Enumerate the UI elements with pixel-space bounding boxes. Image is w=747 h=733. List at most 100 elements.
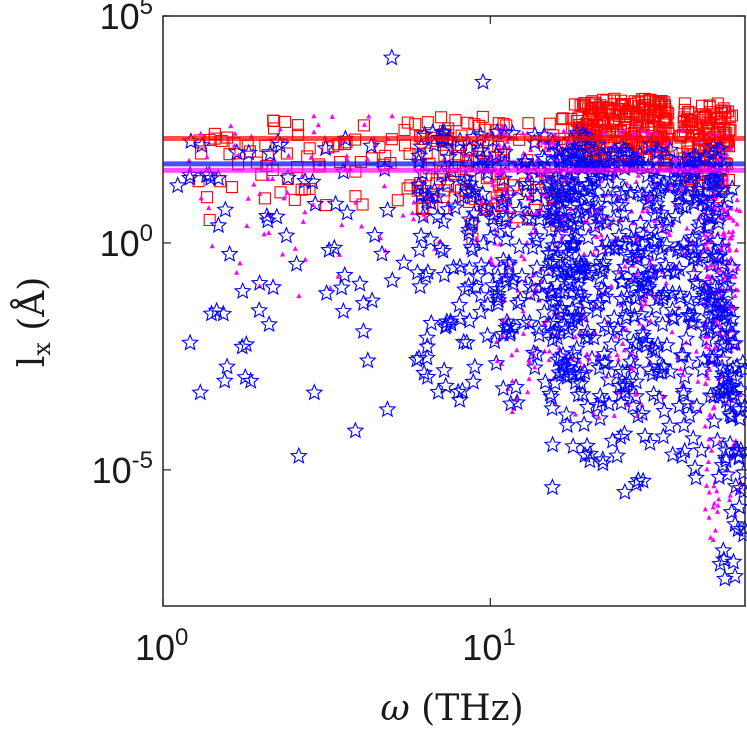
star-point	[412, 137, 431, 155]
triangle-point	[666, 186, 672, 192]
star-point	[663, 307, 682, 325]
star-point	[641, 135, 660, 153]
square-point	[398, 139, 412, 152]
star-point	[346, 421, 365, 439]
triangle-point	[546, 357, 552, 363]
star-point	[621, 183, 640, 201]
star-point	[489, 290, 508, 308]
star-point	[593, 450, 612, 468]
triangle-point	[645, 207, 651, 213]
triangle-point	[716, 496, 722, 502]
star-point	[635, 275, 654, 293]
star-point	[615, 482, 634, 500]
star-point	[552, 182, 571, 200]
star-point	[629, 470, 648, 488]
star-point	[435, 361, 454, 379]
chart-marks	[168, 48, 747, 587]
median-lines	[163, 135, 745, 173]
star-point	[561, 170, 580, 188]
star-point	[661, 140, 680, 158]
star-point	[459, 224, 478, 242]
triangle-point	[292, 245, 298, 251]
triangle-point	[634, 234, 640, 240]
star-point	[615, 375, 634, 393]
square-point	[356, 198, 369, 211]
star-point	[533, 148, 552, 165]
star-point	[488, 287, 507, 305]
star-point	[575, 363, 594, 381]
star-point	[696, 147, 715, 165]
square-point	[555, 113, 568, 126]
star-point	[543, 399, 562, 417]
triangle-point	[266, 230, 272, 235]
square-point	[280, 147, 293, 160]
square-point	[203, 213, 216, 227]
triangle-point	[721, 207, 728, 213]
star-point	[625, 306, 644, 324]
star-point	[474, 234, 493, 252]
star-point	[525, 358, 544, 376]
star-point	[682, 314, 701, 332]
star-point	[633, 326, 652, 344]
axis-ticks	[162, 15, 745, 606]
star-point	[599, 319, 618, 337]
triangle-point	[711, 500, 717, 506]
square-point	[639, 95, 652, 108]
star-point	[503, 274, 522, 292]
star-point	[637, 336, 656, 354]
star-point	[325, 238, 344, 256]
triangle-point	[728, 304, 734, 310]
square-point	[448, 191, 461, 204]
star-point	[723, 178, 742, 197]
star-point	[616, 382, 634, 400]
star-point	[613, 362, 632, 380]
star-point	[621, 352, 640, 370]
triangle-point	[702, 423, 708, 429]
star-point	[487, 145, 506, 163]
star-point	[591, 386, 610, 404]
star-point	[637, 331, 656, 349]
triangle-point	[514, 395, 520, 401]
star-point	[623, 247, 642, 265]
triangle-point	[506, 201, 513, 207]
star-point	[428, 187, 447, 205]
star-point	[375, 159, 394, 177]
star-point	[549, 187, 568, 205]
star-point	[702, 255, 721, 273]
star-point	[464, 372, 483, 390]
square-point	[576, 122, 589, 136]
star-point	[713, 293, 732, 311]
star-point	[549, 350, 568, 368]
star-point	[583, 203, 602, 221]
star-point	[564, 235, 583, 254]
star-point	[460, 210, 479, 228]
star-point	[623, 396, 642, 414]
star-point	[594, 256, 613, 274]
star-point	[670, 396, 689, 414]
triangle-point	[204, 154, 210, 160]
triangle-point	[506, 209, 512, 215]
star-point	[450, 257, 469, 275]
star-point	[658, 261, 677, 280]
triangle-point	[198, 130, 204, 136]
star-point	[497, 271, 516, 289]
star-point	[498, 221, 517, 239]
triangle-point	[520, 130, 526, 136]
square-point	[398, 123, 411, 137]
star-point	[645, 232, 664, 250]
star-point	[644, 384, 663, 402]
star-point	[523, 175, 542, 193]
triangle-point	[559, 234, 565, 240]
square-point	[724, 123, 737, 136]
star-point	[499, 253, 518, 271]
star-point	[530, 325, 549, 343]
star-point	[627, 474, 646, 492]
square-point	[401, 182, 414, 195]
star-point	[695, 226, 714, 244]
star-point	[707, 322, 726, 340]
star-point	[689, 217, 708, 235]
triangle-point	[389, 113, 395, 119]
star-point	[495, 142, 514, 160]
star-point	[717, 451, 736, 469]
star-point	[638, 193, 657, 211]
